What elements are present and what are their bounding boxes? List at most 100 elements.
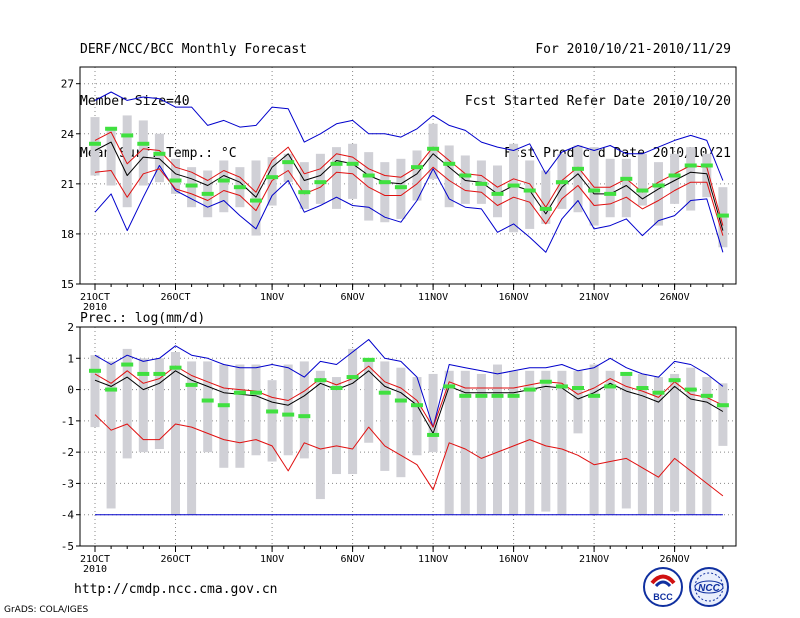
x-tick-label: 26OCT <box>160 292 190 303</box>
ncc-logo: NCC <box>689 567 729 607</box>
ensemble-box <box>525 160 535 229</box>
ensemble-box <box>412 377 422 456</box>
y-tick-label: 18 <box>61 228 74 241</box>
started-date: Fcst Started Refer Date 2010/10/20 <box>464 94 731 109</box>
ensemble-box <box>686 367 696 515</box>
median-marker <box>491 393 504 398</box>
x-tick-label: 26NOV <box>660 554 690 565</box>
median-marker <box>539 206 552 211</box>
ensemble-box <box>348 143 358 199</box>
median-marker <box>716 213 729 218</box>
median-marker <box>89 141 101 146</box>
ensemble-box <box>90 117 100 176</box>
ensemble-box <box>106 127 116 186</box>
y-tick-label: -3 <box>61 477 74 490</box>
median-marker <box>266 175 279 180</box>
ensemble-box <box>718 383 728 446</box>
ensemble-box <box>444 145 454 208</box>
ensemble-boxes <box>90 348 728 515</box>
y-tick-label: 21 <box>61 178 74 191</box>
ensemble-box <box>541 370 551 512</box>
x-tick-label: 16NOV <box>499 554 529 565</box>
chart-panel-2: 2 1 0 -1 -2 -3 -4 -5 21OCT 26OCT 1NOV 6NOV 11NOV 16NO… <box>61 311 737 575</box>
ensemble-box <box>702 377 712 515</box>
median-markers <box>89 357 729 437</box>
ensemble-box <box>509 370 519 515</box>
median-marker <box>137 141 150 146</box>
ensemble-box <box>460 370 470 515</box>
x-tick-label: 1NOV <box>260 554 284 565</box>
x-tick-label: 6NOV <box>341 292 365 303</box>
ensemble-box <box>557 370 567 515</box>
ensemble-box <box>589 147 599 226</box>
median-marker <box>346 375 359 380</box>
ensemble-box <box>686 147 696 211</box>
ensemble-box <box>219 160 229 213</box>
ensemble-box <box>122 115 132 208</box>
ensemble-box <box>251 160 261 236</box>
median-marker <box>411 403 423 408</box>
bcc-logo-text: BCC <box>653 592 673 602</box>
ensemble-box <box>235 364 245 468</box>
median-marker <box>314 378 327 383</box>
median-marker <box>282 160 295 165</box>
year-label: 2010 <box>83 564 107 575</box>
x-tick-label: 26OCT <box>160 554 190 565</box>
ensemble-box <box>509 143 519 233</box>
median-marker <box>153 151 166 156</box>
y-tick-label: 0 <box>67 384 74 397</box>
ensemble-box <box>315 153 325 204</box>
ensemble-box <box>428 123 438 179</box>
median-marker <box>250 198 262 203</box>
ensemble-box <box>476 373 486 515</box>
ensemble-box <box>621 158 631 218</box>
ensemble-mean-line <box>94 141 724 231</box>
ensemble-box <box>267 380 277 462</box>
ensemble-box <box>299 162 309 209</box>
median-marker <box>330 161 343 166</box>
median-marker <box>169 178 182 183</box>
median-marker <box>217 403 230 408</box>
median-marker <box>282 412 295 417</box>
x-tick-label: 1NOV <box>260 292 284 303</box>
median-marker <box>169 365 182 370</box>
median-marker <box>201 398 214 403</box>
ensemble-box <box>428 373 438 453</box>
median-marker <box>330 386 343 391</box>
ensemble-box <box>670 373 680 512</box>
ensemble-box <box>573 370 583 434</box>
ensemble-box <box>299 361 309 459</box>
ensemble-box <box>460 155 470 204</box>
median-marker <box>475 181 488 186</box>
ensemble-box <box>670 153 680 204</box>
median-marker <box>620 371 633 376</box>
y-tick-label: -2 <box>61 446 74 459</box>
ensemble-box <box>605 158 615 218</box>
plot-frame <box>79 326 737 547</box>
ensemble-box <box>654 162 663 226</box>
median-marker <box>298 190 311 195</box>
median-marker <box>394 185 407 190</box>
source-url[interactable]: http://cmdp.ncc.cma.gov.cn <box>74 582 278 597</box>
median-marker <box>153 371 166 376</box>
ensemble-box <box>171 158 180 194</box>
median-marker <box>427 146 440 151</box>
ensemble-mean-line <box>94 370 724 434</box>
y-tick-label: 24 <box>61 128 75 141</box>
median-marker <box>604 191 617 196</box>
y-tick-label: 27 <box>61 78 74 91</box>
median-marker <box>523 387 536 392</box>
median-marker <box>89 368 101 373</box>
x-tick-label: 21NOV <box>579 292 609 303</box>
median-marker <box>700 163 713 168</box>
x-tick-label: 21OCT <box>80 292 110 303</box>
median-marker <box>459 173 472 178</box>
median-marker <box>121 362 134 367</box>
bcc-logo: BCC <box>643 567 683 607</box>
ensemble-box <box>90 355 100 428</box>
chart-panel-1: 27 24 21 18 15 21OCT 26OCT 1NOV 6NOV 11NOV 16NOV 21… <box>61 66 737 313</box>
ensemble-box <box>541 170 551 224</box>
median-marker <box>378 390 391 395</box>
forecast-title: DERF/NCC/BCC Monthly Forecast <box>80 42 307 57</box>
ensemble-box <box>364 152 374 221</box>
